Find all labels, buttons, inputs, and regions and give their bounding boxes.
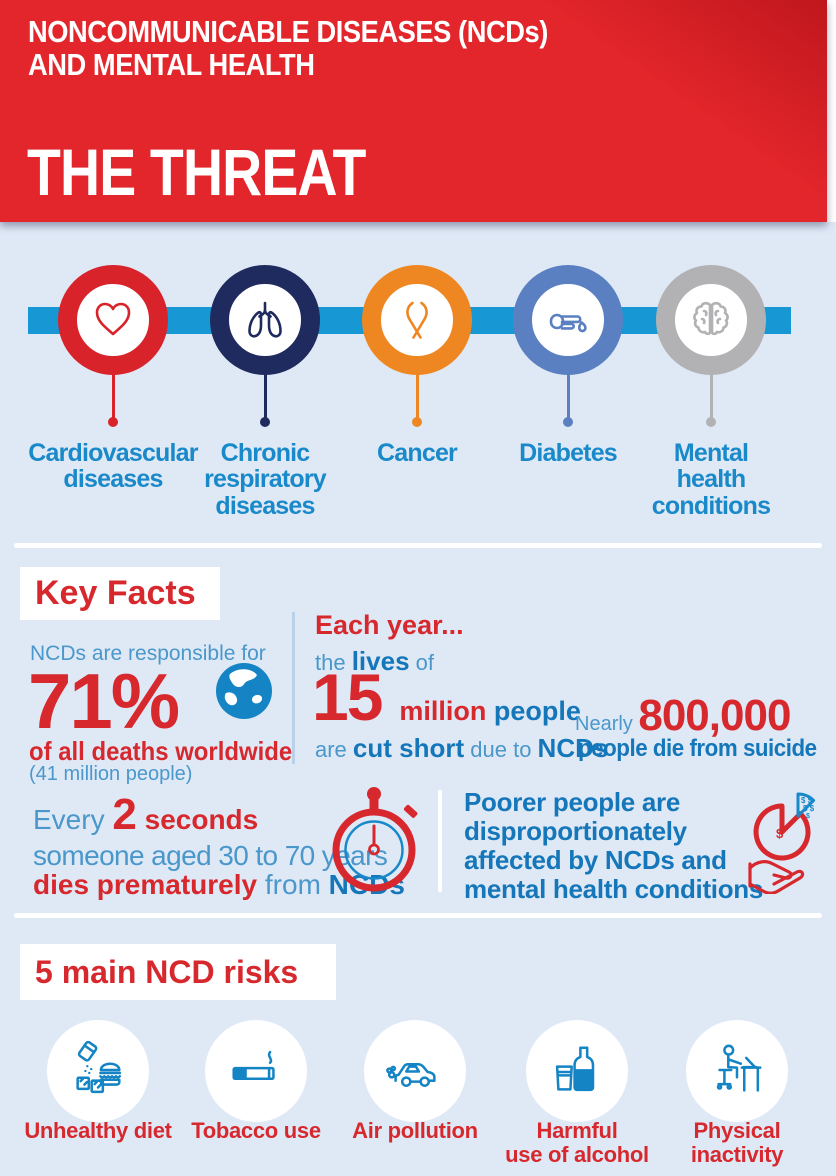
fact-suicide-row: Nearly 800,000 [575, 691, 791, 741]
diabetes-circle [513, 265, 623, 375]
seg-lives: lives [351, 646, 410, 676]
key-facts-heading: Key Facts [35, 574, 196, 612]
risk-label-air-pollution: Air pollution [352, 1118, 478, 1143]
seg-due-to: due to [464, 737, 538, 762]
risk-circle-physical-inactivity [686, 1020, 788, 1122]
risks-heading-box: 5 main NCD risks [20, 944, 336, 1000]
key-facts-heading-box: Key Facts [20, 567, 220, 620]
svg-text:$: $ [776, 826, 784, 841]
respiratory-circle [210, 265, 320, 375]
heart-icon [95, 302, 131, 336]
seg-the: the [315, 650, 352, 675]
cancer-stem [416, 374, 419, 418]
svg-text:$ $: $ $ [803, 804, 815, 813]
seg-people: people [493, 696, 581, 726]
disease-label-respiratory: Chronic respiratory diseases [204, 439, 327, 520]
stopwatch-icon [332, 787, 418, 892]
disease-label-diabetes: Diabetes [519, 439, 618, 467]
globe-icon [216, 663, 272, 719]
fact-2s-line2: someone aged 30 to 70 years [33, 840, 388, 871]
disease-label-mental-health: Mental health conditions [651, 439, 771, 520]
respiratory-stem [264, 374, 267, 418]
risks-heading: 5 main NCD risks [35, 953, 299, 990]
risk-circle-alcohol [526, 1020, 628, 1122]
fact-2s-stat: 2 [112, 790, 137, 839]
seg-of: of [409, 650, 434, 675]
brain-icon [693, 301, 729, 336]
seg-million: million [399, 696, 494, 726]
fact-each-year-title: Each year... [315, 610, 464, 640]
fact-poorer-text: Poorer people are disproportionately aff… [464, 787, 764, 905]
kicker-line-1: NONCOMMUNICABLE DISEASES (NCDs) [28, 14, 548, 49]
page-title: THE THREAT [27, 135, 366, 209]
fact-71-stat: 71% [28, 657, 180, 745]
svg-text:$ $: $ $ [801, 796, 813, 805]
seg-are: are [315, 737, 353, 762]
mental-health-stem [710, 374, 713, 418]
unhealthy-diet-icon [76, 1040, 122, 1094]
mental-health-circle [656, 265, 766, 375]
seg-ncds: NCDs [537, 733, 609, 763]
diabetes-stem [567, 374, 570, 418]
divider-top [14, 543, 822, 548]
seg-dies-prematurely: dies prematurely [33, 869, 258, 900]
seg-every: Every [33, 804, 113, 835]
kicker-line-2: AND MENTAL HEALTH [28, 46, 315, 82]
awareness-ribbon-icon [406, 301, 428, 339]
seg-from: from [257, 869, 329, 900]
seg-nearly: Nearly [575, 713, 639, 735]
fact-each-year-cutshort-line: are cut short due to NCDs [315, 733, 608, 764]
separator-vertical-white [438, 790, 442, 892]
pie-chart-hand-icon: $ $ $ $ $ $ [748, 792, 816, 894]
respiratory-dot [260, 417, 270, 427]
cigarette-icon [232, 1050, 275, 1081]
fact-each-year-stat-row: 15 million people [312, 664, 581, 730]
risk-label-unhealthy-diet: Unhealthy diet [24, 1118, 172, 1143]
risk-circle-air-pollution [364, 1020, 466, 1122]
fact-71-intro: NCDs are responsible for [30, 642, 266, 665]
risk-label-physical-inactivity: Physical inactivity [690, 1118, 784, 1167]
person-desk-icon [716, 1044, 762, 1092]
header: NONCOMMUNICABLE DISEASES (NCDs) AND MENT… [0, 0, 827, 222]
cancer-circle [362, 265, 472, 375]
fact-suicide-stat: 800,000 [638, 691, 791, 740]
risk-label-tobacco: Tobacco use [191, 1118, 321, 1143]
hand-blood-drop-icon [549, 313, 587, 333]
fact-suicide-line: people die from suicide [578, 735, 817, 762]
cardiovascular-dot [108, 417, 118, 427]
header-kicker: NONCOMMUNICABLE DISEASES (NCDs) AND MENT… [28, 14, 548, 82]
mental-health-dot [706, 417, 716, 427]
alcohol-bottle-glass-icon [555, 1046, 595, 1092]
cardiovascular-circle [58, 265, 168, 375]
svg-text:$: $ [806, 813, 810, 820]
risk-label-alcohol: Harmful use of alcohol [505, 1118, 649, 1167]
fact-15-stat: 15 [312, 660, 383, 734]
disease-label-cardiovascular: Cardiovascular diseases [28, 439, 198, 494]
separator-vertical-blue [292, 612, 295, 764]
cardiovascular-stem [112, 374, 115, 418]
diabetes-dot [563, 417, 573, 427]
risk-circle-unhealthy-diet [47, 1020, 149, 1122]
fact-71-subtitle: of all deaths worldwide [29, 736, 293, 766]
risk-circle-tobacco [205, 1020, 307, 1122]
seg-cut-short: cut short [352, 733, 465, 763]
seg-seconds: seconds [136, 804, 259, 835]
car-exhaust-icon [386, 1062, 436, 1087]
fact-71-note: (41 million people) [29, 763, 193, 785]
disease-label-cancer: Cancer [377, 439, 458, 467]
cancer-dot [412, 417, 422, 427]
fact-2s-line1: Every 2 seconds [33, 793, 259, 837]
fact-each-year-lives-line: the lives of [315, 646, 434, 677]
divider-bottom [14, 913, 822, 918]
lungs-icon [248, 301, 282, 338]
